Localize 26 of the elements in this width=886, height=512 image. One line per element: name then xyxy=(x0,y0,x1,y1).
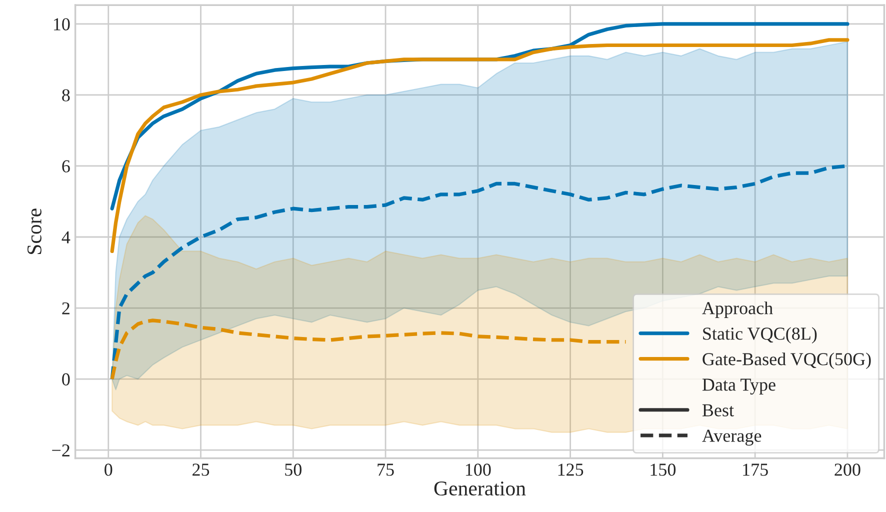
x-tick-label: 0 xyxy=(104,464,112,476)
x-axis-title: Generation xyxy=(434,482,526,496)
y-tick-label: 4 xyxy=(62,231,70,244)
x-tick-label: 125 xyxy=(558,464,584,476)
legend-title: Approach xyxy=(702,302,773,318)
annotation: Best xyxy=(702,404,734,416)
x-tick-label: 175 xyxy=(743,464,768,476)
y-tick-label: 2 xyxy=(62,302,70,314)
x-tick-label: 100 xyxy=(466,464,491,476)
x-tick-label: 25 xyxy=(192,464,210,476)
x-tick-label: 50 xyxy=(285,464,302,476)
x-tick-label: 200 xyxy=(834,464,860,476)
y-tick-label: 6 xyxy=(62,160,70,172)
y-tick-label: −2 xyxy=(52,444,70,456)
y-axis-title: Score xyxy=(27,208,42,254)
legend-label: Static VQC(8L) xyxy=(703,327,817,344)
x-tick-label: 75 xyxy=(378,464,394,476)
y-tick-label: 0 xyxy=(62,373,70,386)
legend-label: Gate-Based VQC(50G) xyxy=(702,352,871,369)
annotation: Average xyxy=(702,430,762,446)
y-tick-label: 10 xyxy=(54,18,70,30)
y-tick-label: 8 xyxy=(62,89,70,102)
annotation: Data Type xyxy=(702,378,776,395)
line-series xyxy=(110,38,850,254)
line-series xyxy=(110,318,628,381)
x-tick-label: 150 xyxy=(650,464,676,476)
